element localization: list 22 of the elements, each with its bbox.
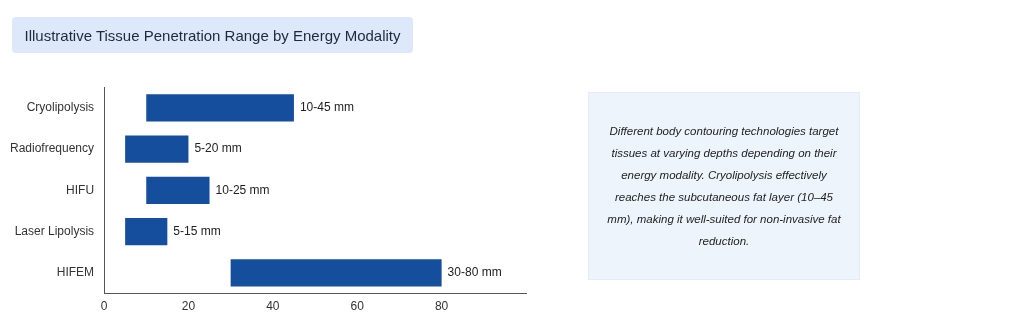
data-label: 30-80 mm bbox=[447, 265, 502, 280]
data-label: 5-15 mm bbox=[173, 223, 221, 238]
data-label: 5-20 mm bbox=[194, 141, 242, 156]
x-tick-label: 40 bbox=[266, 299, 280, 314]
x-tick-label: 80 bbox=[434, 299, 449, 314]
text: Different body contouring technologies target tissues at varying depths depending on their energy modality. Cryolipolysis effectively reaches the subcutaneous fat layer (10–45 mm), making it well-suited for non-invasive fat reduction. bbox=[588, 92, 860, 280]
x-tick-label: 0 bbox=[100, 299, 108, 314]
bar bbox=[125, 135, 189, 163]
y-tick-label: HIFU bbox=[66, 182, 95, 197]
x-tick-label: 20 bbox=[181, 299, 196, 314]
bar bbox=[146, 94, 294, 122]
x-tick-label: 60 bbox=[350, 299, 365, 314]
bar bbox=[125, 218, 168, 246]
bar bbox=[230, 259, 442, 287]
data-label: 10-45 mm bbox=[299, 100, 354, 115]
data-label: 10-25 mm bbox=[215, 182, 270, 197]
chart-title: Illustrative Tissue Penetration Range by Energy Modality bbox=[12, 17, 413, 53]
y-tick-label: Laser Lipolysis bbox=[14, 223, 95, 238]
bar bbox=[146, 176, 210, 205]
y-tick-label: HIFEM bbox=[56, 265, 95, 280]
y-tick-label: Cryolipolysis bbox=[26, 100, 95, 115]
y-tick-label: Radiofrequency bbox=[9, 141, 95, 156]
